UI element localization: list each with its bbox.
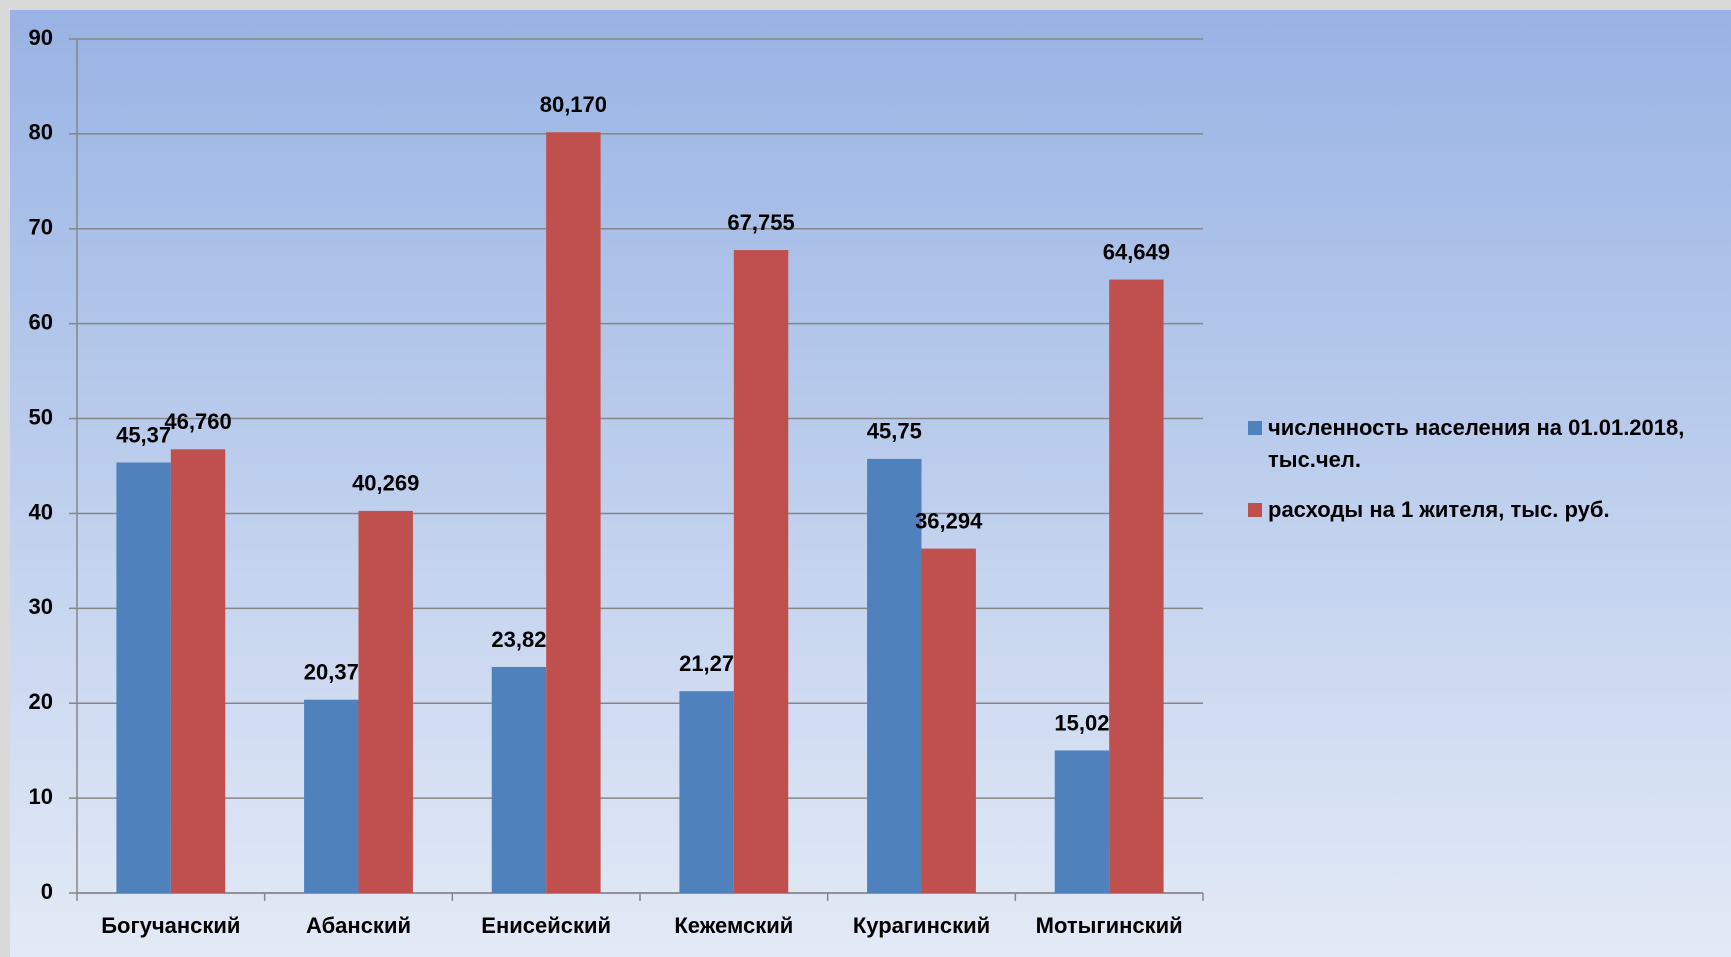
data-label: 46,760 xyxy=(164,409,231,434)
legend-label: численность населения на 01.01.2018, тыс… xyxy=(1268,415,1685,472)
bar xyxy=(867,458,922,893)
x-tick-label: Мотыгинский xyxy=(1036,913,1183,938)
bar xyxy=(170,449,226,893)
data-label: 64,649 xyxy=(1103,239,1170,264)
data-label: 67,755 xyxy=(727,210,794,235)
y-tick-label: 30 xyxy=(29,594,53,619)
bar xyxy=(1054,750,1110,893)
data-label: 20,37 xyxy=(304,660,359,685)
legend-item: расходы на 1 жителя, тыс. руб. xyxy=(1248,494,1718,526)
y-tick-label: 10 xyxy=(29,784,53,809)
data-label: 80,170 xyxy=(540,92,607,117)
x-tick-label: Богучанский xyxy=(101,913,240,938)
y-tick-label: 0 xyxy=(41,879,53,904)
y-tick-label: 90 xyxy=(29,25,53,50)
y-tick-label: 20 xyxy=(29,689,53,714)
legend-item: численность населения на 01.01.2018, тыс… xyxy=(1248,412,1718,476)
bar xyxy=(116,462,171,893)
data-label: 45,37 xyxy=(116,422,171,447)
y-tick-label: 70 xyxy=(29,215,53,240)
x-tick-label: Абанский xyxy=(306,913,411,938)
y-tick-label: 80 xyxy=(29,120,53,145)
x-tick-label: Кежемский xyxy=(674,913,793,938)
bar xyxy=(679,691,734,893)
y-tick-label: 40 xyxy=(29,499,53,524)
y-tick-label: 60 xyxy=(29,309,53,334)
bar xyxy=(358,510,413,893)
bar xyxy=(304,699,359,893)
x-tick-label: Енисейский xyxy=(481,913,611,938)
bar xyxy=(1109,279,1164,893)
bar xyxy=(733,250,789,894)
bar xyxy=(491,666,547,893)
data-label: 23,82 xyxy=(491,627,546,652)
data-label: 36,294 xyxy=(915,508,983,533)
bar xyxy=(921,548,976,893)
x-tick-label: Курагинский xyxy=(853,913,990,938)
legend-label: расходы на 1 жителя, тыс. руб. xyxy=(1268,497,1610,522)
data-label: 45,75 xyxy=(867,419,922,444)
data-label: 21,27 xyxy=(679,651,734,676)
data-label: 15,02 xyxy=(1054,710,1109,735)
bar xyxy=(546,132,601,894)
y-tick-label: 50 xyxy=(29,404,53,429)
legend-swatch xyxy=(1248,503,1262,517)
legend-swatch xyxy=(1248,421,1262,435)
data-label: 40,269 xyxy=(352,471,419,496)
